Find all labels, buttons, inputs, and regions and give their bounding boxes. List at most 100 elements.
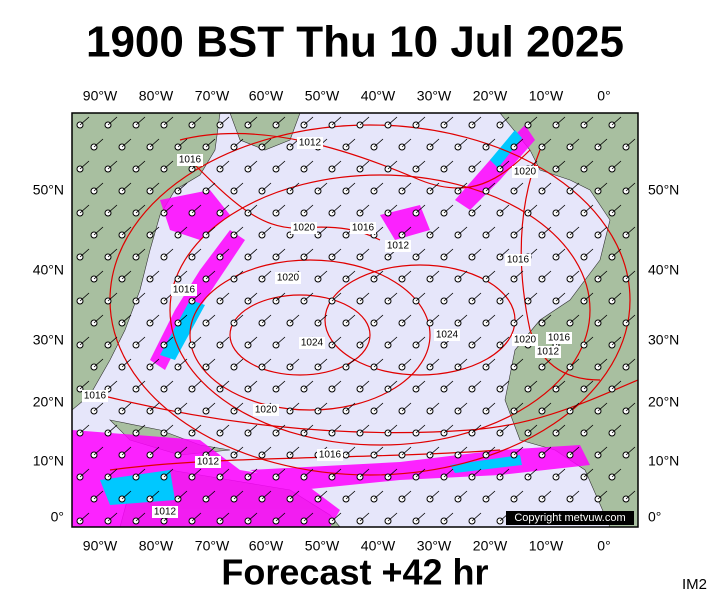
wind-barb (191, 204, 202, 214)
wind-barb (457, 138, 468, 148)
wind-barb (569, 402, 580, 412)
wind-barb (345, 270, 356, 280)
isobar-label: 1016 (179, 155, 202, 166)
wind-barb (471, 160, 482, 170)
wind-barb (597, 270, 608, 280)
wind-barb (359, 204, 370, 214)
wind-barb (163, 380, 174, 390)
wind-barb (331, 380, 342, 390)
wind-barb (247, 248, 258, 258)
wind-barb (317, 402, 328, 412)
wind-barb (597, 182, 608, 192)
wind-barb (163, 468, 174, 478)
wind-barb (415, 468, 426, 478)
wind-barb (527, 424, 538, 434)
wind-barb (541, 138, 552, 148)
wind-barb (275, 116, 286, 126)
wind-barb (107, 248, 118, 258)
wind-barb (247, 160, 258, 170)
lat-label-left: 20°N (33, 394, 64, 410)
wind-barb (541, 402, 552, 412)
wind-barb (443, 116, 454, 126)
isobar-label-box (152, 506, 178, 518)
wind-barb (79, 336, 90, 346)
wind-barb (387, 380, 398, 390)
wind-barb (191, 512, 202, 522)
lon-label-bottom: 40°W (361, 538, 396, 554)
wind-barb (387, 424, 398, 434)
wind-barb (345, 314, 356, 324)
wind-barb (471, 468, 482, 478)
wind-barb (219, 380, 230, 390)
wind-barb (79, 292, 90, 302)
wind-barb (121, 138, 132, 148)
wind-barb (261, 226, 272, 236)
wind-barb (541, 446, 552, 456)
isobar-label-box (171, 284, 197, 296)
wind-barb (289, 358, 300, 368)
wind-barb (443, 380, 454, 390)
wind-barb (485, 226, 496, 236)
wind-barb (135, 248, 146, 258)
wind-barb (219, 292, 230, 302)
wind-barb (135, 380, 146, 390)
wind-barb (471, 380, 482, 390)
wind-barb (597, 138, 608, 148)
wind-barb (317, 490, 328, 500)
wind-barb (121, 314, 132, 324)
wind-barb (541, 314, 552, 324)
wind-barb (317, 358, 328, 368)
lon-label-bottom: 70°W (195, 538, 230, 554)
wind-barb (247, 204, 258, 214)
wind-barb (247, 468, 258, 478)
wind-barb (135, 336, 146, 346)
wind-barb (583, 204, 594, 214)
isobar-label-box (177, 154, 203, 166)
wind-barb (233, 446, 244, 456)
wind-barb (149, 138, 160, 148)
wind-barb (583, 424, 594, 434)
wind-barb (443, 248, 454, 258)
wind-barb (345, 402, 356, 412)
wind-barb (611, 160, 622, 170)
wind-barb (359, 424, 370, 434)
wind-barb (331, 116, 342, 126)
wind-barb (289, 314, 300, 324)
wind-barb (303, 248, 314, 258)
wind-barb (625, 182, 636, 192)
wind-barb (359, 512, 370, 522)
lat-label-left: 50°N (33, 182, 64, 198)
isobar-label-box (512, 166, 538, 178)
lon-label-top: 90°W (83, 88, 118, 104)
wind-barb (107, 116, 118, 126)
wind-barb (303, 160, 314, 170)
wind-barb (401, 402, 412, 412)
wind-barb (401, 182, 412, 192)
isobar-label-box (535, 346, 561, 358)
isobar-label: 1016 (319, 450, 342, 461)
wind-barb (79, 380, 90, 390)
lat-label-right: 40°N (648, 262, 679, 278)
lat-label-right: 20°N (648, 394, 679, 410)
copyright: Copyright metvuw.com (514, 512, 625, 524)
wind-barb (401, 314, 412, 324)
wind-barb (625, 226, 636, 236)
wind-barb (191, 248, 202, 258)
wind-barb (345, 446, 356, 456)
wind-barb (415, 160, 426, 170)
wind-barb (135, 468, 146, 478)
wind-barb (415, 248, 426, 258)
wind-barb (401, 226, 412, 236)
wind-barb (107, 160, 118, 170)
wind-barb (107, 512, 118, 522)
wind-barb (79, 116, 90, 126)
wind-barb (513, 358, 524, 368)
lon-label-top: 50°W (305, 88, 340, 104)
copyright-box (506, 511, 634, 525)
lon-label-bottom: 50°W (305, 538, 340, 554)
wind-barb (163, 204, 174, 214)
wind-barb (625, 314, 636, 324)
wind-barb (429, 446, 440, 456)
wind-barb (219, 160, 230, 170)
wind-barb (597, 358, 608, 368)
